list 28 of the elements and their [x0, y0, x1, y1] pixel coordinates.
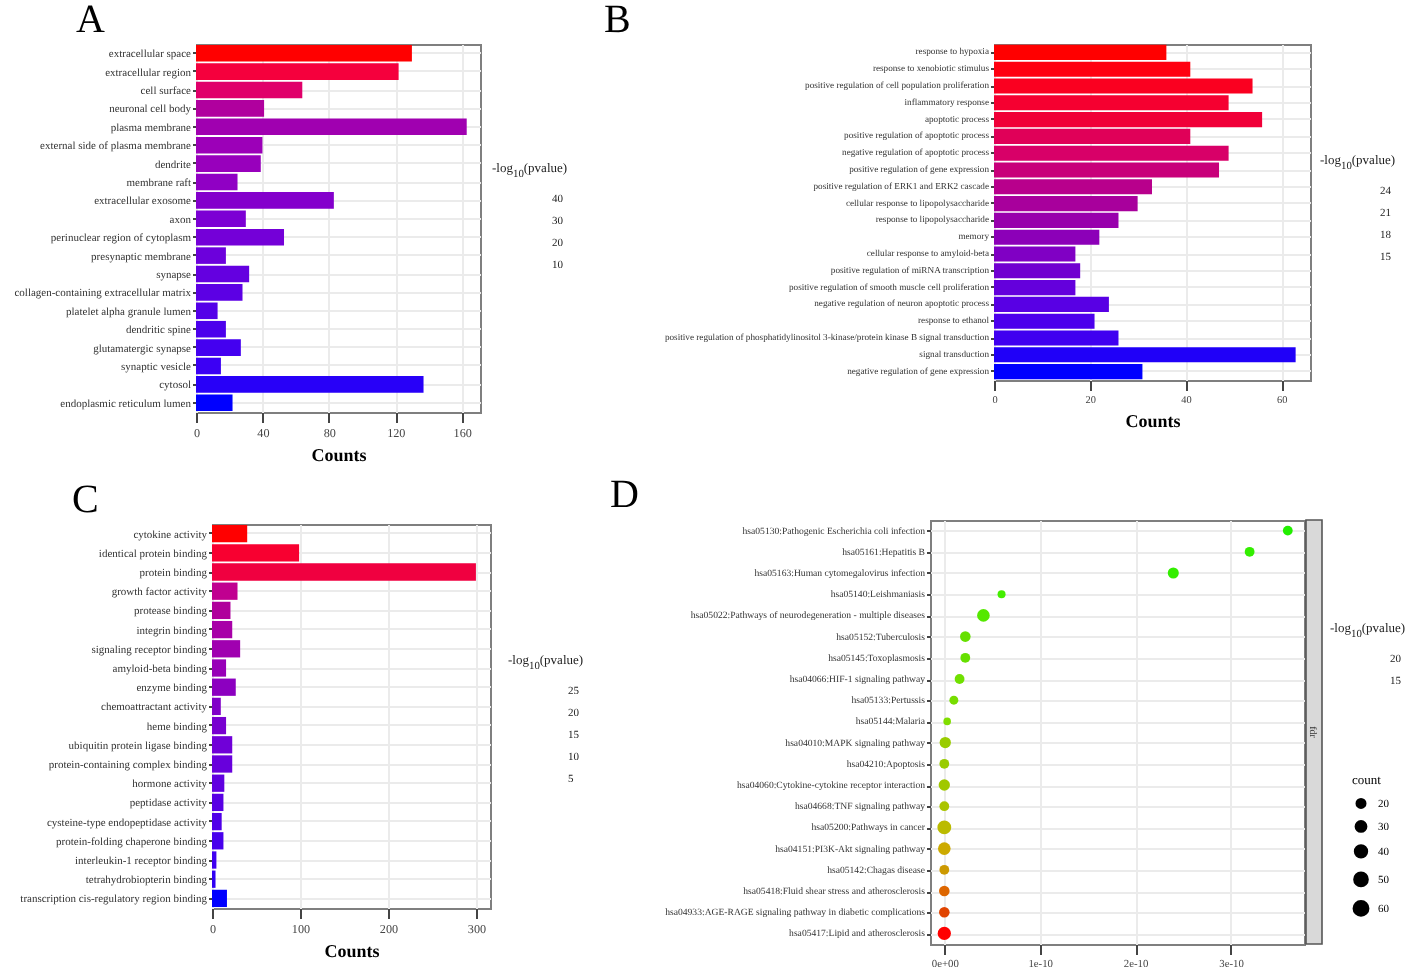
bar [212, 889, 227, 908]
bar [212, 582, 238, 600]
bar [212, 524, 248, 543]
bar [994, 44, 1167, 60]
bar [196, 63, 399, 80]
bar [196, 100, 265, 117]
bar [994, 364, 1143, 380]
bar [212, 563, 476, 581]
x-axis-title: Counts [311, 445, 368, 466]
bar [212, 544, 300, 562]
chart-title: C [72, 478, 99, 522]
bar [994, 162, 1220, 178]
text: B [604, 0, 631, 42]
bar [994, 61, 1191, 77]
bar [994, 196, 1138, 212]
bar [196, 81, 303, 99]
bar [994, 128, 1191, 144]
bar [994, 347, 1296, 363]
bar [994, 78, 1253, 94]
bar [196, 376, 424, 393]
bar [196, 44, 412, 62]
x-axis-title: Counts [324, 941, 381, 962]
chart-title: A [76, 0, 106, 42]
x-axis-title: Counts [1125, 411, 1182, 432]
bar [994, 145, 1229, 161]
chart-title: D [610, 473, 639, 518]
bar [994, 179, 1152, 195]
bar [196, 394, 233, 412]
